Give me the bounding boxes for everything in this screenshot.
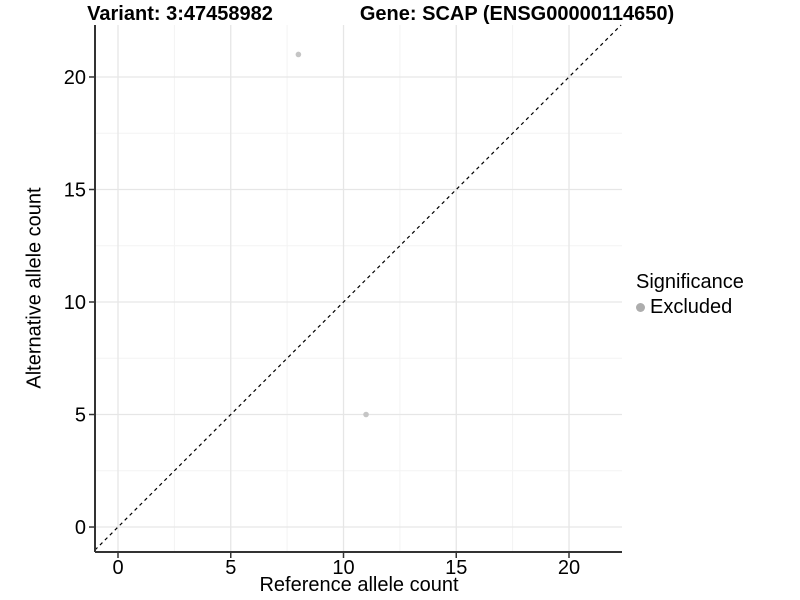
legend-point-icon bbox=[636, 303, 645, 312]
x-tick-label: 10 bbox=[332, 557, 354, 579]
data-point bbox=[363, 411, 369, 418]
legend-item-excluded: Excluded bbox=[636, 296, 744, 319]
data-point bbox=[295, 51, 302, 58]
legend: Significance Excluded bbox=[636, 271, 744, 319]
y-axis-title: Alternative allele count bbox=[23, 187, 46, 389]
x-tick-label: 0 bbox=[112, 557, 123, 579]
y-tick-label: 20 bbox=[64, 67, 86, 89]
x-tick-label: 15 bbox=[445, 557, 467, 579]
y-tick-label: 15 bbox=[64, 179, 86, 201]
y-tick-label: 10 bbox=[64, 292, 86, 314]
x-tick-label: 5 bbox=[225, 557, 236, 579]
x-axis-title: Reference allele count bbox=[259, 574, 459, 596]
legend-item-label: Excluded bbox=[650, 296, 733, 318]
y-tick-label: 0 bbox=[75, 517, 86, 539]
x-tick-label: 20 bbox=[558, 557, 580, 579]
plot-title-variant: Variant: 3:47458982 bbox=[87, 3, 273, 25]
y-tick-label: 5 bbox=[75, 405, 86, 427]
identity-reference-line bbox=[94, 24, 622, 551]
plot-title-gene: Gene: SCAP (ENSG00000114650) bbox=[359, 3, 675, 25]
legend-title: Significance bbox=[636, 271, 744, 293]
